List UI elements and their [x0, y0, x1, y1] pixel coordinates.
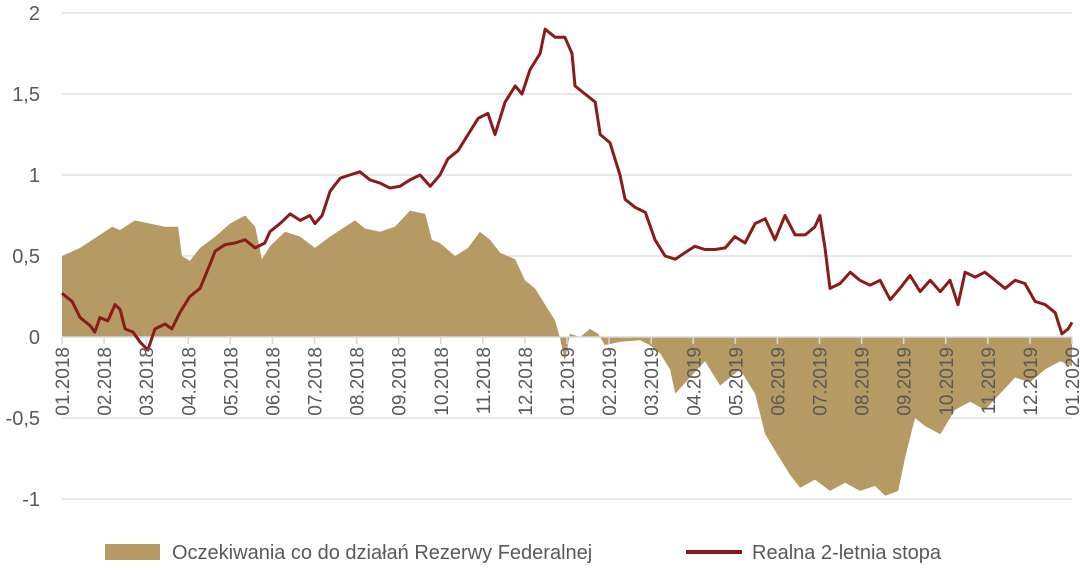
x-tick-label: 07.2019 — [811, 347, 832, 416]
plot-area — [61, 27, 1074, 496]
x-tick-label: 01.2018 — [53, 347, 74, 416]
x-tick-label: 01.2019 — [558, 347, 579, 416]
x-tick-label: 04.2019 — [684, 347, 705, 416]
x-tick-label: 12.2018 — [516, 347, 537, 416]
x-tick-label: 03.2018 — [137, 347, 158, 416]
x-tick-label: 02.2018 — [95, 347, 116, 416]
y-tick-label: -1 — [22, 489, 40, 511]
legend: Oczekiwania co do działań Rezerwy Federa… — [105, 542, 942, 564]
y-tick-label: 1 — [29, 165, 40, 187]
x-tick-label: 01.2020 — [1063, 347, 1080, 416]
x-tick-label: 08.2018 — [348, 347, 369, 416]
legend-swatch-area — [105, 544, 160, 560]
legend-label-line: Realna 2-letnia stopa — [752, 542, 942, 564]
y-tick-label: -0,5 — [6, 408, 40, 430]
x-tick-label: 09.2019 — [895, 347, 916, 416]
y-tick-label: 2 — [29, 3, 40, 25]
x-tick-label: 12.2019 — [1021, 347, 1042, 416]
x-tick-label: 06.2018 — [263, 347, 284, 416]
y-tick-label: 0 — [29, 327, 40, 349]
x-axis: 01.2018 02.2018 03.2018 04.2018 05.2018 06.20… — [53, 337, 1080, 416]
y-axis: 2 1,5 1 0,5 0 -0,5 -1 — [6, 3, 40, 511]
x-tick-label: 06.2019 — [768, 347, 789, 416]
x-tick-label: 04.2018 — [179, 347, 200, 416]
x-tick-label: 11.2018 — [474, 347, 495, 414]
line-series-real-2y-rate — [61, 27, 1074, 352]
area-series-fed-expectations — [62, 210, 1072, 496]
x-tick-label: 10.2019 — [937, 347, 958, 416]
x-tick-label: 10.2018 — [432, 347, 453, 416]
x-tick-label: 07.2018 — [306, 347, 327, 416]
x-tick-label: 02.2019 — [600, 347, 621, 416]
x-tick-label: 03.2019 — [642, 347, 663, 416]
legend-label-area: Oczekiwania co do działań Rezerwy Federa… — [172, 542, 592, 564]
x-tick-label: 09.2018 — [390, 347, 411, 416]
y-tick-label: 0,5 — [12, 246, 40, 268]
x-tick-label: 11.2019 — [979, 347, 1000, 414]
x-tick-label: 05.2018 — [221, 347, 242, 416]
x-tick-label: 05.2019 — [726, 347, 747, 416]
x-tick-label: 08.2019 — [853, 347, 874, 416]
y-tick-label: 1,5 — [12, 84, 40, 106]
